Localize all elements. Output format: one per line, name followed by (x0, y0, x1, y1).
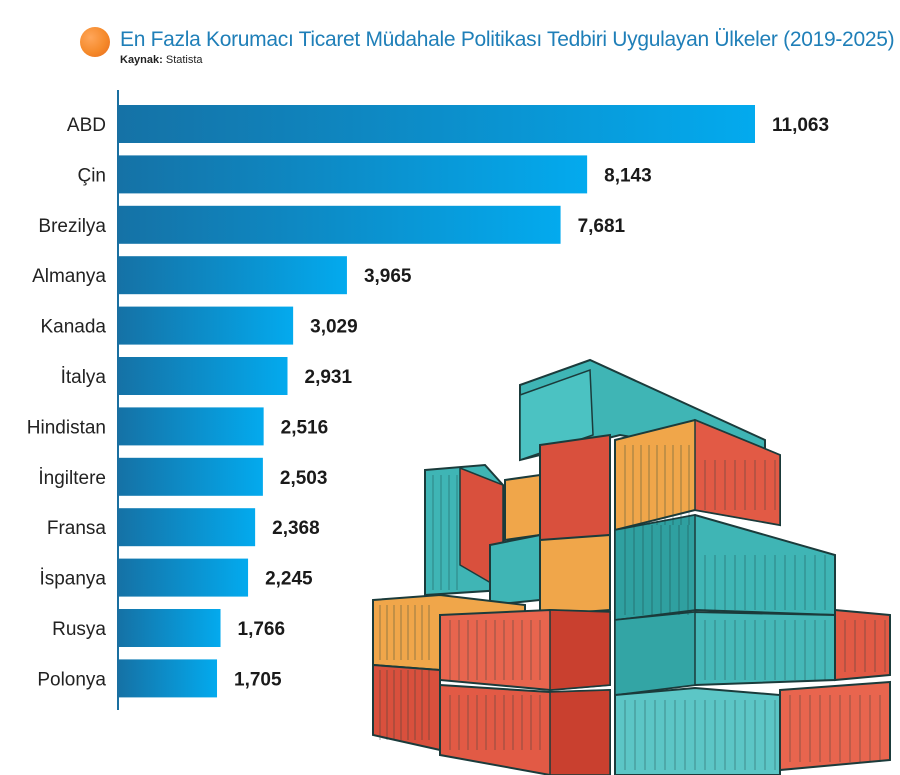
bar-10 (119, 609, 221, 647)
bars-group: ABD 11,063 Çin 8,143 Brezilya 7,681 Almanya 3,9… (27, 105, 829, 698)
value-label: 1,766 (238, 619, 286, 640)
value-label: 2,516 (281, 417, 329, 438)
category-label: İspanya (39, 569, 106, 590)
container-teal-small (489, 533, 541, 607)
value-label: 3,965 (364, 266, 412, 287)
source-label: Kaynak: (120, 54, 163, 66)
bar-3 (119, 256, 347, 295)
value-label: 2,368 (272, 518, 320, 539)
category-label: Hindistan (27, 417, 106, 438)
container-orange-small (504, 473, 541, 542)
container-red-front-bottom (439, 683, 611, 775)
value-label: 7,681 (578, 216, 626, 237)
category-label: Rusya (52, 619, 106, 640)
bar-1 (119, 155, 588, 194)
container-orange-right (614, 418, 781, 532)
container-red-far-right-top (834, 608, 891, 682)
bar-11 (119, 659, 218, 698)
container-red-far-right-bottom (779, 680, 891, 772)
container-orange-center (539, 533, 611, 617)
chart-source: Kaynak: Statista (120, 54, 203, 66)
value-label: 8,143 (604, 165, 652, 186)
title-bullet-icon (80, 27, 110, 57)
category-label: Fransa (47, 518, 107, 539)
container-red-front (439, 608, 611, 692)
bar-4 (119, 306, 294, 345)
category-label: İtalya (61, 367, 107, 388)
bar-8 (119, 508, 256, 547)
category-label: Çin (77, 165, 106, 186)
value-label: 2,931 (305, 367, 353, 388)
value-label: 11,063 (772, 115, 829, 136)
bar-7 (119, 457, 263, 496)
value-label: 2,503 (280, 468, 328, 489)
shipping-containers-illustration (372, 358, 891, 775)
source-value: Statista (165, 54, 203, 66)
bar-0 (119, 105, 755, 143)
bar-6 (119, 407, 264, 446)
category-label: Polonya (37, 669, 106, 690)
bar-5 (119, 357, 288, 395)
bar-2 (119, 205, 561, 244)
category-label: Almanya (32, 266, 106, 287)
value-label: 1,705 (234, 669, 282, 690)
container-red-middle (539, 433, 611, 547)
chart-title: En Fazla Korumacı Ticaret Müdahale Polit… (120, 28, 895, 51)
value-label: 2,245 (265, 569, 313, 590)
container-red-lower-left (372, 663, 441, 752)
category-label: İngiltere (38, 468, 106, 489)
category-label: ABD (67, 115, 106, 136)
bar-9 (119, 558, 249, 597)
value-label: 3,029 (310, 317, 358, 338)
container-ridges (379, 445, 886, 770)
category-label: Kanada (40, 317, 106, 338)
category-label: Brezilya (38, 216, 106, 237)
